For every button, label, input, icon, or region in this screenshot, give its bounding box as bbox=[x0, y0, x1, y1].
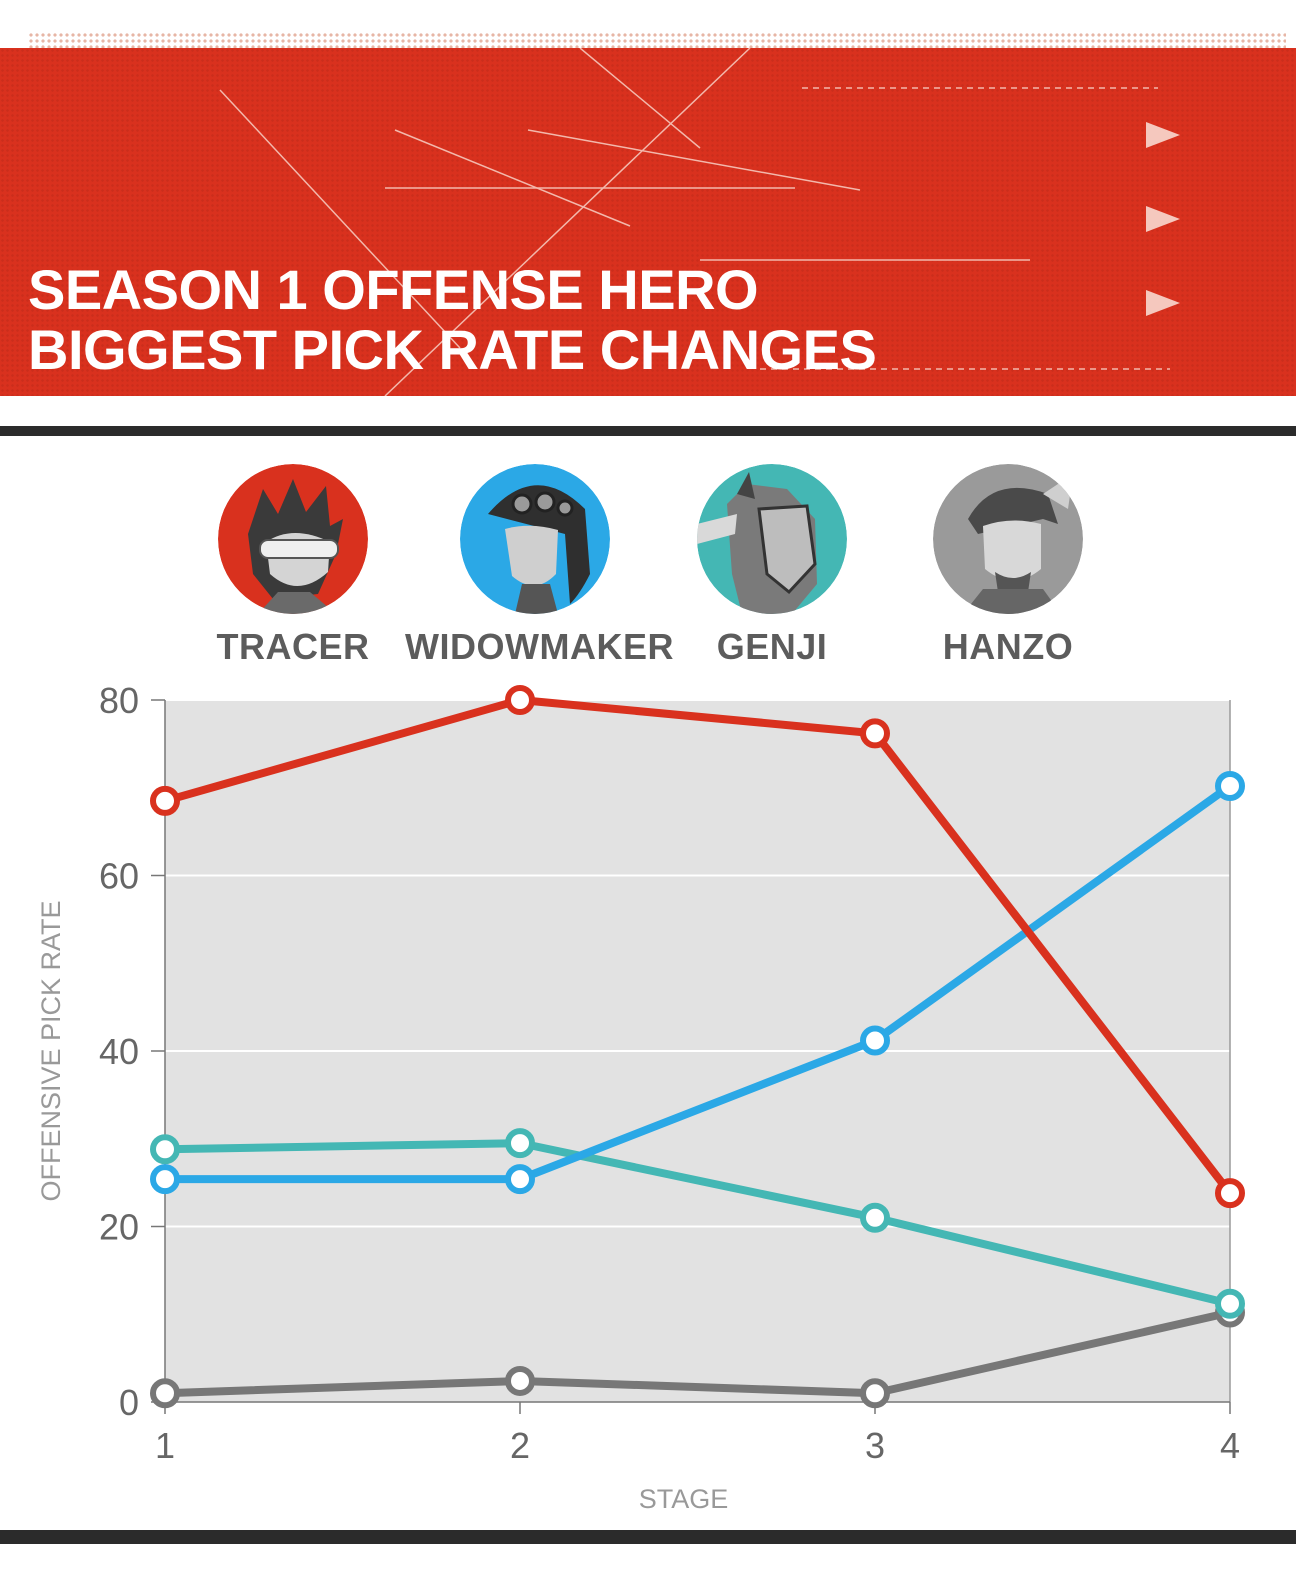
x-tick-label: 3 bbox=[865, 1425, 885, 1466]
bottom-divider bbox=[0, 1530, 1296, 1544]
widowmaker-portrait-icon bbox=[460, 464, 610, 614]
dotted-strip bbox=[28, 32, 1286, 48]
arrow-icon bbox=[1146, 206, 1180, 232]
data-point-tracer bbox=[150, 785, 180, 816]
series-widowmaker bbox=[150, 770, 1245, 1195]
hanzo-portrait-icon bbox=[933, 464, 1083, 614]
legend-item-widowmaker: WIDOWMAKER bbox=[405, 464, 674, 668]
header-decoration bbox=[219, 48, 1180, 396]
data-point-genji bbox=[1215, 1288, 1245, 1319]
top-divider bbox=[0, 426, 1296, 436]
series-line-hanzo bbox=[161, 1308, 1234, 1398]
axes: 0 20 40 60 80 1 2 3 4 bbox=[99, 680, 1240, 1466]
legend-label-widowmaker: WIDOWMAKER bbox=[405, 626, 674, 667]
y-axis-label: OFFENSIVE PICK RATE bbox=[36, 900, 66, 1201]
data-point-widowmaker bbox=[505, 1164, 535, 1195]
y-tick-label: 0 bbox=[119, 1382, 139, 1423]
data-point-hanzo bbox=[860, 1378, 890, 1409]
data-point-widowmaker bbox=[1215, 770, 1245, 801]
header-dot-pattern bbox=[0, 48, 1296, 396]
series-line-tracer bbox=[161, 696, 1234, 1198]
data-point-widowmaker bbox=[860, 1025, 890, 1056]
series-line-widowmaker bbox=[161, 781, 1234, 1184]
data-point-tracer bbox=[1215, 1178, 1245, 1209]
series-genji bbox=[150, 1128, 1245, 1319]
page-title: SEASON 1 OFFENSE HERO BIGGEST PICK RATE … bbox=[28, 258, 877, 381]
legend-label-genji: GENJI bbox=[716, 626, 828, 667]
data-point-genji bbox=[860, 1202, 890, 1233]
chart-legend: TRACER WIDOWMAKER GENJ bbox=[0, 464, 1296, 674]
data-point-widowmaker bbox=[150, 1164, 180, 1195]
x-tick-label: 1 bbox=[155, 1425, 175, 1466]
y-tick-label: 20 bbox=[99, 1207, 139, 1248]
series-layer bbox=[150, 685, 1245, 1409]
data-point-tracer bbox=[860, 718, 890, 749]
data-point-genji bbox=[505, 1128, 535, 1159]
legend-item-genji: GENJI bbox=[642, 464, 902, 668]
legend-item-tracer: TRACER bbox=[163, 464, 423, 668]
title-line-1: SEASON 1 OFFENSE HERO bbox=[28, 258, 759, 321]
genji-portrait-icon bbox=[697, 464, 847, 614]
x-tick-label: 2 bbox=[510, 1425, 530, 1466]
y-tick-label: 80 bbox=[99, 680, 139, 721]
arrow-icon bbox=[1146, 122, 1180, 148]
data-point-tracer bbox=[505, 685, 535, 715]
grid-lines bbox=[165, 699, 1230, 1228]
legend-item-hanzo: HANZO bbox=[878, 464, 1138, 668]
arrow-icon bbox=[1146, 290, 1180, 316]
legend-label-hanzo: HANZO bbox=[942, 626, 1074, 667]
header-banner: SEASON 1 OFFENSE HERO BIGGEST PICK RATE … bbox=[0, 48, 1296, 396]
data-point-hanzo bbox=[505, 1365, 535, 1396]
y-tick-label: 60 bbox=[99, 856, 139, 897]
title-line-2: BIGGEST PICK RATE CHANGES bbox=[28, 318, 877, 381]
tracer-portrait-icon bbox=[218, 464, 368, 614]
x-tick-label: 4 bbox=[1220, 1425, 1240, 1466]
legend-label-tracer: TRACER bbox=[216, 626, 370, 667]
data-point-hanzo bbox=[150, 1378, 180, 1409]
line-chart: 0 20 40 60 80 1 2 3 4 STAGE OFFENSIVE PICK RATE bbox=[36, 680, 1245, 1514]
x-axis-label: STAGE bbox=[639, 1484, 729, 1514]
data-point-genji bbox=[150, 1134, 180, 1165]
series-line-genji bbox=[161, 1139, 1234, 1308]
y-tick-label: 40 bbox=[99, 1031, 139, 1072]
series-tracer bbox=[150, 685, 1245, 1209]
